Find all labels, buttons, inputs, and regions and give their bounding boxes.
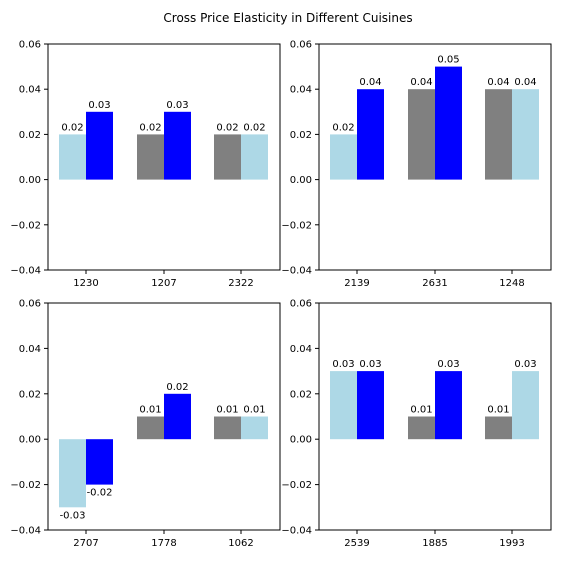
- bar-value-label: 0.05: [437, 55, 459, 66]
- bar-2707-left: [59, 439, 86, 508]
- bar-value-label: 0.03: [514, 359, 536, 370]
- y-tick-label: 0.06: [19, 299, 41, 310]
- y-tick-label: 0.04: [290, 344, 312, 355]
- bar-2539-right: [357, 371, 384, 440]
- bar-value-label: 0.02: [243, 122, 265, 133]
- bar-value-label: 0.02: [139, 122, 161, 133]
- bar-1062-right: [241, 416, 268, 440]
- bar-1778-right: [164, 393, 191, 440]
- x-tick-label: 2707: [73, 538, 98, 549]
- y-tick-label: 0.00: [290, 175, 312, 186]
- y-tick-label: 0.02: [290, 130, 312, 141]
- bar-value-label: 0.04: [514, 77, 536, 88]
- bar-2322-left: [214, 134, 241, 180]
- y-tick-label: −0.02: [281, 480, 312, 491]
- y-tick-label: 0.02: [290, 389, 312, 400]
- bar-value-label: 0.04: [359, 77, 381, 88]
- bar-1207-right: [164, 111, 191, 180]
- bar-1230-right: [86, 111, 113, 180]
- y-tick-label: 0.00: [19, 175, 41, 186]
- bar-1885-right: [435, 371, 462, 440]
- bar-value-label: 0.02: [166, 382, 188, 393]
- subplot-1: 0.02 0.03 1230 0.02 0.03 1207 0.02 0.02 2322 −0.0…: [10, 40, 281, 289]
- y-tick-label: 0.00: [290, 435, 312, 446]
- x-tick-label: 1993: [499, 538, 524, 549]
- y-tick-label: −0.02: [10, 480, 41, 491]
- y-tick-label: 0.06: [290, 299, 312, 310]
- y-tick-label: 0.06: [19, 40, 41, 51]
- x-tick-label: 2322: [228, 278, 253, 289]
- bar-value-label: 0.03: [359, 359, 381, 370]
- bar-value-label: 0.03: [332, 359, 354, 370]
- bar-value-label: 0.02: [61, 122, 83, 133]
- bar-1230-left: [59, 134, 86, 180]
- bar-value-label: 0.04: [410, 77, 432, 88]
- y-tick-label: 0.06: [290, 40, 312, 51]
- bar-2631-right: [435, 66, 462, 180]
- y-tick-label: 0.04: [19, 85, 41, 96]
- bar-1993-left: [485, 416, 512, 440]
- plot-frame: [47, 43, 281, 271]
- bar-1248-right: [512, 89, 539, 180]
- y-tick-label: −0.04: [10, 526, 41, 537]
- bar-1248-left: [485, 89, 512, 180]
- bar-2139-right: [357, 89, 384, 180]
- bar-2631-left: [408, 89, 435, 180]
- x-tick-label: 1778: [151, 538, 176, 549]
- plot-frame: [318, 302, 552, 531]
- bar-2539-left: [330, 371, 357, 440]
- y-tick-label: 0.02: [19, 389, 41, 400]
- bar-value-label: 0.01: [216, 405, 238, 416]
- plot-frame: [47, 302, 281, 531]
- x-tick-label: 2539: [344, 538, 369, 549]
- bar-value-label: 0.01: [410, 405, 432, 416]
- plot-frame: [318, 43, 552, 271]
- x-tick-label: 1248: [499, 278, 524, 289]
- y-tick-label: 0.04: [290, 85, 312, 96]
- y-tick-label: −0.02: [281, 220, 312, 231]
- bar-value-label: 0.01: [139, 405, 161, 416]
- bar-1207-left: [137, 134, 164, 180]
- x-tick-label: 2631: [422, 278, 447, 289]
- y-tick-label: −0.04: [281, 526, 312, 537]
- bar-2322-right: [241, 134, 268, 180]
- bar-value-label: 0.03: [166, 100, 188, 111]
- subplot-4: 0.03 0.03 2539 0.01 0.03 1885 0.01 0.03 1993 −0.0…: [281, 299, 552, 549]
- x-tick-label: 1230: [73, 278, 98, 289]
- subplot-3: -0.03-0.02 2707 0.01 0.02 1778 0.01 0.01 1062 −0…: [10, 299, 281, 549]
- bar-2139-left: [330, 134, 357, 180]
- y-tick-label: −0.02: [10, 220, 41, 231]
- y-tick-label: 0.00: [19, 435, 41, 446]
- bar-value-label: -0.03: [60, 510, 86, 521]
- bar-value-label: 0.02: [216, 122, 238, 133]
- bar-1062-left: [214, 416, 241, 440]
- x-tick-label: 2139: [344, 278, 369, 289]
- bar-value-label: 0.03: [437, 359, 459, 370]
- y-tick-label: 0.04: [19, 344, 41, 355]
- y-tick-label: −0.04: [281, 266, 312, 277]
- bar-1885-left: [408, 416, 435, 440]
- bar-value-label: 0.02: [332, 122, 354, 133]
- bar-1993-right: [512, 371, 539, 440]
- bar-value-label: 0.01: [487, 405, 509, 416]
- subplot-grid: 0.02 0.03 1230 0.02 0.03 1207 0.02 0.02 2322 −0.0…: [10, 40, 552, 549]
- bar-value-label: 0.01: [243, 405, 265, 416]
- x-tick-label: 1885: [422, 538, 447, 549]
- bar-value-label: -0.02: [87, 488, 113, 499]
- bar-1778-left: [137, 416, 164, 440]
- subplot-2: 0.02 0.04 2139 0.04 0.05 2631 0.04 0.04 1248 −0.0…: [281, 40, 552, 289]
- x-tick-label: 1207: [151, 278, 176, 289]
- y-tick-label: 0.02: [19, 130, 41, 141]
- x-tick-label: 1062: [228, 538, 253, 549]
- figure-title: Cross Price Elasticity in Different Cuis…: [163, 11, 412, 25]
- bar-value-label: 0.04: [487, 77, 509, 88]
- bar-2707-right: [86, 439, 113, 485]
- bar-value-label: 0.03: [88, 100, 110, 111]
- y-tick-label: −0.04: [10, 266, 41, 277]
